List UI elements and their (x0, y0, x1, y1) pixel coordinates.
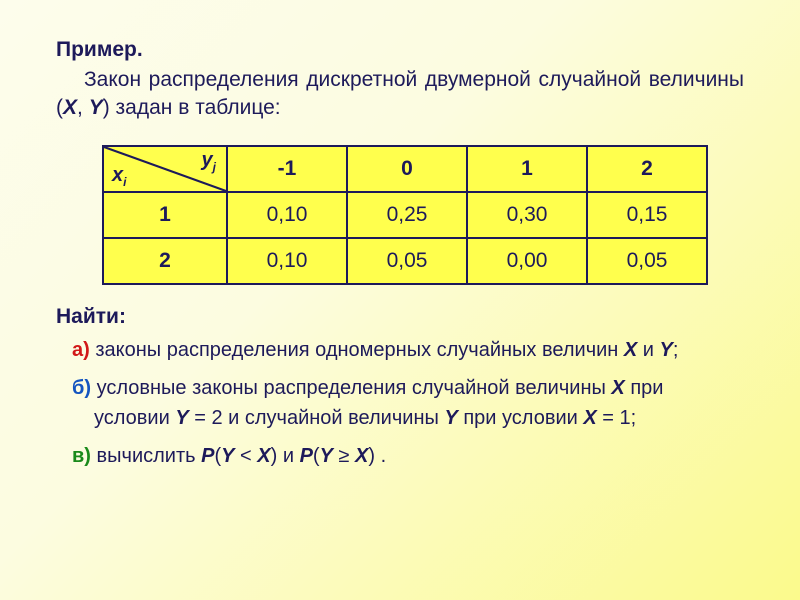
example-title: Пример. (56, 38, 744, 62)
y-axis-symbol: yj (202, 149, 216, 174)
table-corner-cell: yj xi (103, 146, 227, 192)
task-item-b: б) условные законы распределения случайн… (56, 373, 744, 433)
cell: 0,15 (587, 192, 707, 238)
slide: Пример. Закон распределения дискретной д… (0, 0, 800, 600)
item-label-a: а) (72, 339, 90, 361)
y-header: -1 (227, 146, 347, 192)
cell: 0,00 (467, 238, 587, 284)
find-label: Найти: (56, 305, 744, 329)
task-item-a: а) законы распределения одномерных случа… (56, 335, 744, 365)
cell: 0,05 (587, 238, 707, 284)
distribution-table: yj xi -1 0 1 2 1 0,10 0,25 0,30 0,15 2 0… (102, 145, 708, 285)
item-label-v: в) (72, 445, 91, 467)
cell: 0,25 (347, 192, 467, 238)
y-header: 2 (587, 146, 707, 192)
cell: 0,30 (467, 192, 587, 238)
cell: 0,10 (227, 192, 347, 238)
y-header: 1 (467, 146, 587, 192)
intro-text: Закон распределения дискретной двумерной… (56, 66, 744, 123)
item-text-b: условные законы распределения случайной … (94, 377, 663, 429)
cell: 0,05 (347, 238, 467, 284)
x-header: 1 (103, 192, 227, 238)
item-text-v: вычислить P(Y < X) и P(Y ≥ X) . (97, 445, 387, 467)
x-axis-symbol: xi (112, 164, 126, 189)
item-label-b: б) (72, 377, 91, 399)
item-text-a: законы распределения одномерных случайны… (95, 339, 678, 361)
y-header: 0 (347, 146, 467, 192)
x-header: 2 (103, 238, 227, 284)
task-list: а) законы распределения одномерных случа… (56, 335, 744, 471)
table-row: 2 0,10 0,05 0,00 0,05 (103, 238, 707, 284)
cell: 0,10 (227, 238, 347, 284)
table-row: 1 0,10 0,25 0,30 0,15 (103, 192, 707, 238)
task-item-v: в) вычислить P(Y < X) и P(Y ≥ X) . (56, 441, 744, 471)
